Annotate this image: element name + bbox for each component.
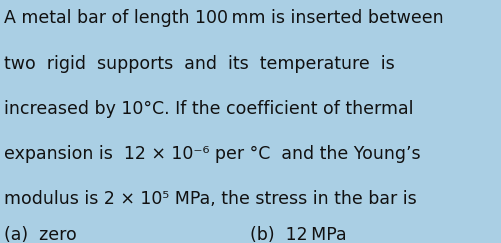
Text: modulus is 2 × 10⁵ MPa, the stress in the bar is: modulus is 2 × 10⁵ MPa, the stress in th…: [4, 190, 417, 208]
Text: two  rigid  supports  and  its  temperature  is: two rigid supports and its temperature i…: [4, 55, 395, 73]
Text: (b)  12 MPa: (b) 12 MPa: [250, 226, 347, 243]
Text: A metal bar of length 100 mm is inserted between: A metal bar of length 100 mm is inserted…: [4, 9, 443, 26]
Text: increased by 10°C. If the coefficient of thermal: increased by 10°C. If the coefficient of…: [4, 100, 413, 118]
Text: expansion is  12 × 10⁻⁶ per °C  and the Young’s: expansion is 12 × 10⁻⁶ per °C and the Yo…: [4, 145, 421, 163]
Text: (a)  zero: (a) zero: [4, 226, 77, 243]
